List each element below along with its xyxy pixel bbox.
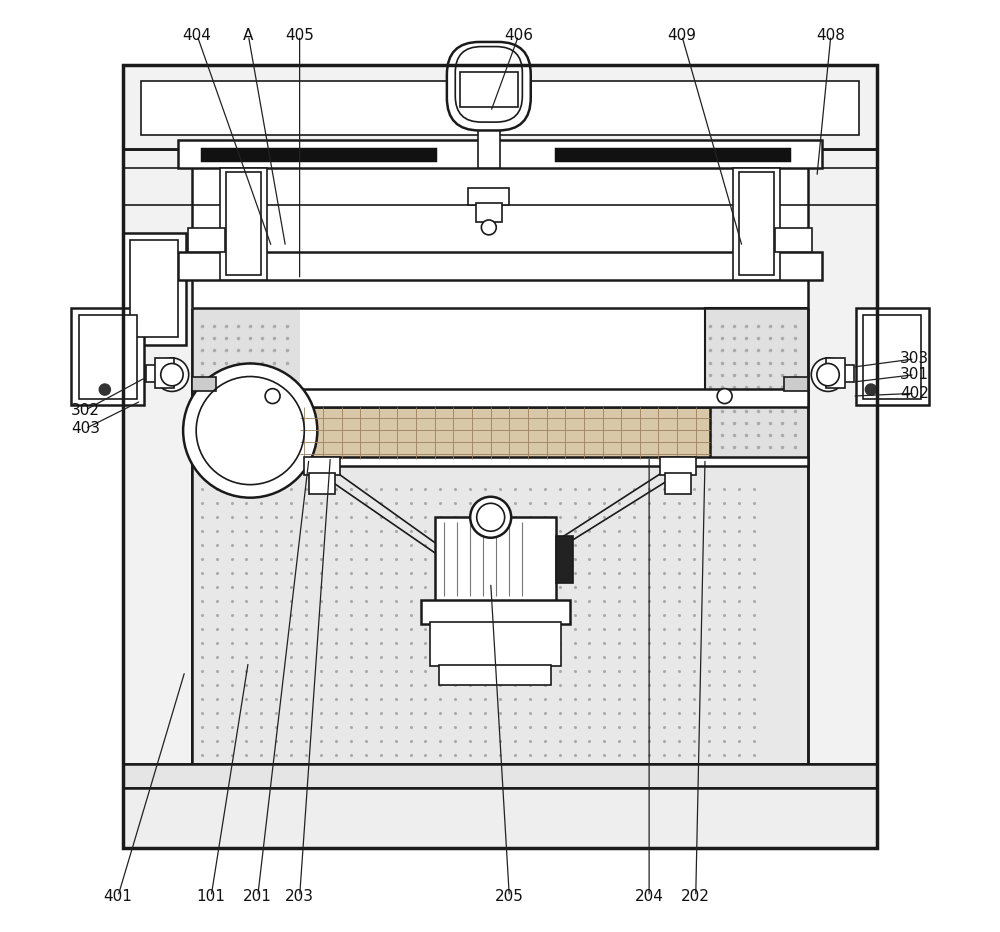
- Text: 303: 303: [900, 351, 929, 366]
- Bar: [863, 315, 921, 399]
- Bar: [660, 457, 696, 475]
- Text: 202: 202: [681, 889, 710, 904]
- Bar: [141, 81, 859, 135]
- Bar: [130, 240, 178, 337]
- Bar: [705, 308, 812, 466]
- Bar: [192, 457, 808, 466]
- Text: 404: 404: [183, 28, 212, 43]
- Circle shape: [817, 363, 839, 386]
- Bar: [178, 140, 822, 168]
- Text: 201: 201: [243, 889, 272, 904]
- Bar: [202, 149, 435, 160]
- Circle shape: [265, 389, 280, 404]
- Text: 203: 203: [285, 889, 314, 904]
- Text: 101: 101: [197, 889, 226, 904]
- Bar: [460, 72, 518, 107]
- Bar: [226, 172, 261, 275]
- Bar: [775, 228, 812, 252]
- Bar: [188, 228, 225, 252]
- Bar: [79, 315, 137, 399]
- Circle shape: [717, 389, 732, 404]
- Circle shape: [99, 384, 110, 395]
- Bar: [784, 377, 808, 391]
- Circle shape: [470, 497, 511, 538]
- Text: 401: 401: [103, 889, 132, 904]
- Bar: [826, 365, 854, 382]
- Bar: [123, 233, 186, 345]
- Bar: [123, 65, 877, 848]
- Text: 204: 204: [635, 889, 664, 904]
- Bar: [808, 149, 877, 848]
- Bar: [192, 377, 216, 391]
- Bar: [733, 168, 780, 280]
- Bar: [309, 473, 335, 494]
- Bar: [468, 188, 509, 205]
- Circle shape: [477, 503, 505, 531]
- Circle shape: [155, 358, 189, 391]
- Bar: [123, 764, 877, 788]
- Circle shape: [183, 363, 317, 498]
- Bar: [665, 473, 691, 494]
- Bar: [71, 308, 144, 405]
- Bar: [192, 308, 300, 466]
- Bar: [556, 536, 573, 582]
- Text: 405: 405: [285, 28, 314, 43]
- Bar: [826, 358, 845, 388]
- Bar: [304, 457, 340, 475]
- Bar: [435, 517, 556, 601]
- Bar: [220, 168, 267, 280]
- Bar: [178, 252, 822, 280]
- Text: A: A: [243, 28, 254, 43]
- Circle shape: [481, 220, 496, 235]
- Circle shape: [865, 384, 877, 395]
- Bar: [300, 407, 710, 459]
- Bar: [439, 665, 551, 685]
- Bar: [123, 788, 877, 848]
- Bar: [478, 112, 500, 168]
- Text: 406: 406: [504, 28, 533, 43]
- Circle shape: [161, 363, 183, 386]
- FancyBboxPatch shape: [447, 42, 531, 130]
- Bar: [123, 149, 192, 848]
- Bar: [739, 172, 774, 275]
- Text: 301: 301: [900, 367, 929, 382]
- Text: 403: 403: [71, 421, 100, 436]
- Bar: [192, 466, 808, 764]
- Text: 205: 205: [495, 889, 524, 904]
- Bar: [192, 389, 808, 407]
- Bar: [146, 365, 174, 382]
- Bar: [476, 203, 502, 222]
- Bar: [430, 622, 561, 666]
- Text: 409: 409: [667, 28, 696, 43]
- Circle shape: [811, 358, 845, 391]
- Text: 408: 408: [816, 28, 845, 43]
- Text: 402: 402: [900, 386, 929, 401]
- Bar: [123, 65, 877, 149]
- Bar: [556, 149, 789, 160]
- Bar: [421, 600, 570, 624]
- Bar: [155, 358, 174, 388]
- Text: 302: 302: [71, 403, 100, 418]
- Bar: [856, 308, 929, 405]
